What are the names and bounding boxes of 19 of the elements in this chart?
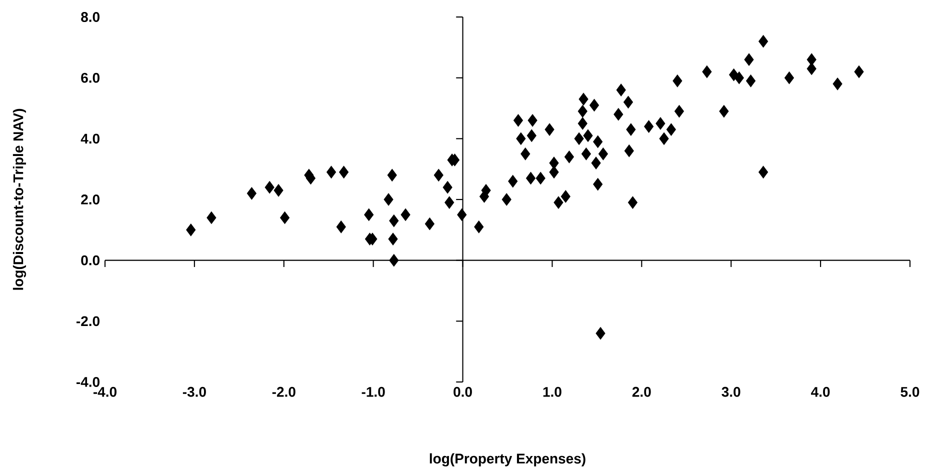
y-tick-label: 2.0: [81, 194, 100, 204]
y-tick-label: 6.0: [81, 72, 100, 83]
y-axis-title: log(Discount-to-Triple NAV): [12, 108, 26, 290]
x-tick-label: 5.0: [900, 386, 920, 397]
y-tick-label: 0.0: [81, 255, 100, 266]
y-tick-label: -4.0: [76, 377, 100, 387]
x-tick-label: 3.0: [722, 386, 740, 397]
x-tick-label: -2.0: [272, 386, 296, 397]
x-tick-label: -4.0: [93, 386, 116, 397]
x-tick-label: -3.0: [182, 386, 206, 397]
x-tick-label: 2.0: [632, 386, 651, 397]
x-tick-label: 1.0: [543, 386, 562, 397]
x-tick-label: -1.0: [362, 386, 385, 397]
y-tick-label: -2.0: [76, 316, 100, 326]
x-tick-label: 4.0: [811, 386, 830, 397]
y-tick-label: 4.0: [80, 134, 100, 144]
x-tick-label: 0.0: [454, 386, 472, 397]
x-axis-title: log(Property Expenses): [430, 453, 586, 466]
y-tick-label: 8.0: [81, 12, 100, 22]
